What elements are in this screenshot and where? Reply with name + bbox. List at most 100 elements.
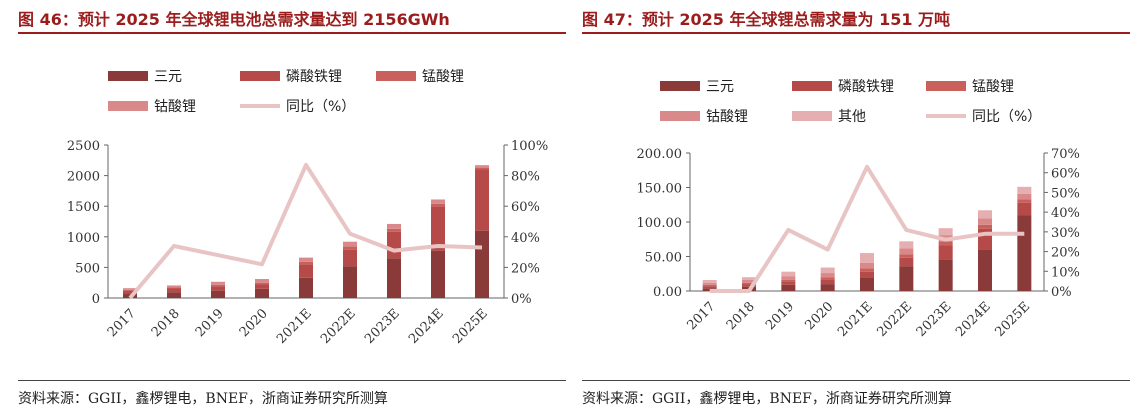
- right-legend-ternary-label: 三元: [706, 79, 734, 95]
- right-source-rule: [582, 380, 1130, 381]
- right-legend-yoy-label: 同比（%）: [972, 109, 1042, 125]
- right-y-tick-label: 0.00: [653, 285, 682, 300]
- left-x-tick-label: 2022E: [318, 306, 359, 347]
- right-y2-tick-label: 30%: [1051, 226, 1080, 241]
- right-bar-2022E-s4: [899, 241, 914, 249]
- left-x-tick-label: 2017: [105, 306, 139, 340]
- right-title-rule: [582, 32, 1130, 34]
- left-bar-2025E-s1: [475, 169, 489, 231]
- right-bar-2023E-s4: [938, 228, 953, 236]
- left-y-tick-label: 500: [75, 261, 100, 276]
- left-legend-lmo-label: 锰酸锂: [422, 69, 464, 85]
- right-yoy-line: [709, 164, 1025, 293]
- right-bar-2022E-s0: [899, 266, 914, 291]
- left-y-tick-label: 1000: [67, 231, 100, 246]
- left-legend-ternary: 三元: [108, 66, 182, 86]
- right-bar-2025E-s3: [1017, 193, 1032, 200]
- left-yoy-line: [128, 162, 483, 300]
- right-legend-lfp-swatch: [792, 81, 832, 91]
- right-legend-yoy: 同比（%）: [926, 106, 1041, 126]
- right-y2-tick-label: 50%: [1051, 186, 1080, 201]
- right-y2-tick-label: 70%: [1051, 147, 1080, 162]
- left-legend-ternary-swatch: [108, 71, 148, 81]
- left-x-tick-label: 2020: [237, 306, 271, 340]
- left-legend-lco-label: 钴酸锂: [154, 99, 196, 115]
- left-figure-title: 图 46：预计 2025 年全球锂电池总需求量达到 2156GWh: [18, 10, 450, 29]
- left-source-rule: [18, 380, 566, 381]
- left-x-tick-label: 2025E: [450, 306, 491, 347]
- left-y2-tick-label: 40%: [511, 231, 540, 246]
- right-bar-2017-s0: [702, 288, 717, 291]
- left-bar-2023E-s1: [387, 231, 401, 259]
- right-bar-2025E-s1: [1017, 202, 1032, 216]
- right-bar-2020-s2: [820, 277, 835, 280]
- right-x-tick-label: 2017: [684, 299, 718, 333]
- right-legend-ternary-swatch: [660, 81, 700, 91]
- left-bar-2023E-s3: [387, 223, 401, 229]
- right-legend-lmo-label: 锰酸锂: [972, 79, 1014, 95]
- right-figure-panel: 图 47：预计 2025 年全球锂总需求量为 151 万吨 三元 磷酸铁锂 锰酸…: [582, 0, 1132, 420]
- left-legend-lfp: 磷酸铁锂: [240, 66, 342, 86]
- left-x-tick-label: 2021E: [274, 306, 315, 347]
- left-legend-lmo-swatch: [376, 71, 416, 81]
- left-bar-2025E-s2: [475, 167, 489, 170]
- left-x-tick-label: 2018: [149, 306, 183, 340]
- right-bar-2022E-s3: [899, 248, 914, 255]
- left-bar-2021E-s0: [299, 277, 313, 298]
- left-bar-2025E-s0: [475, 230, 489, 298]
- left-source-note: 资料来源：GGII，鑫椤锂电，BNEF，浙商证券研究所测算: [18, 391, 388, 407]
- left-bar-2023E-s2: [387, 228, 401, 232]
- right-figure-title: 图 47：预计 2025 年全球锂总需求量为 151 万吨: [582, 10, 951, 29]
- left-bar-2020-s3: [255, 279, 269, 283]
- left-y-tick-label: 2500: [67, 139, 100, 154]
- right-bar-2021E-s3: [860, 262, 874, 269]
- left-bar-2025E-s3: [475, 165, 489, 168]
- right-bar-2017-s1: [702, 286, 717, 289]
- left-legend-lco: 钴酸锂: [108, 96, 196, 116]
- right-source-note: 资料来源：GGII，鑫椤锂电，BNEF，浙商证券研究所测算: [582, 391, 952, 407]
- right-bar-2019-s1: [781, 282, 796, 285]
- right-y2-tick-label: 10%: [1051, 265, 1080, 280]
- left-bar-2019-s0: [211, 290, 225, 298]
- right-y-tick-label: 150.00: [637, 182, 683, 197]
- left-legend-lfp-swatch: [240, 71, 280, 81]
- left-bar-2019-s1: [211, 286, 225, 291]
- right-bar-2021E-s0: [860, 277, 874, 291]
- right-bar-2020-s1: [820, 279, 835, 285]
- left-y2-tick-label: 20%: [511, 261, 540, 276]
- left-legend-yoy-label: 同比（%）: [286, 99, 356, 115]
- left-bar-2020-s1: [255, 284, 269, 289]
- left-title-rule: [18, 32, 566, 34]
- right-bar-2023E-s1: [938, 245, 953, 260]
- left-legend-lmo: 锰酸锂: [376, 66, 464, 86]
- right-bar-2018-s1: [742, 284, 756, 287]
- left-y2-tick-label: 60%: [511, 200, 540, 215]
- right-bar-2022E-s2: [899, 254, 914, 258]
- right-x-tick-label: 2020: [802, 299, 836, 333]
- right-legend-other-label: 其他: [838, 109, 866, 125]
- right-legend-lmo-swatch: [926, 81, 966, 91]
- left-bar-2022E-s1: [343, 249, 357, 267]
- right-bar-2022E-s1: [899, 257, 914, 267]
- left-bar-2021E-s3: [299, 257, 313, 262]
- left-x-tick-label: 2023E: [362, 306, 403, 347]
- right-x-tick-label: 2018: [724, 299, 758, 333]
- right-y2-tick-label: 40%: [1051, 206, 1080, 221]
- left-bar-2020-s0: [255, 288, 269, 298]
- right-bar-2024E-s0: [978, 249, 992, 291]
- right-bar-2019-s2: [781, 279, 796, 283]
- right-x-tick-label: 2025E: [992, 299, 1033, 340]
- right-bar-2023E-s2: [938, 241, 953, 246]
- left-legend-lfp-label: 磷酸铁锂: [286, 69, 342, 85]
- left-bar-2018-s1: [167, 288, 181, 293]
- left-y-tick-label: 2000: [67, 170, 100, 185]
- right-bar-2017-s4: [702, 279, 717, 283]
- left-bar-2017-s3: [123, 288, 137, 290]
- left-bar-2019-s2: [211, 284, 225, 287]
- left-legend-lco-swatch: [108, 101, 148, 111]
- left-bar-2024E-s0: [431, 250, 445, 298]
- left-y2-tick-label: 0%: [511, 292, 532, 307]
- right-bar-2025E-s4: [1017, 186, 1032, 194]
- right-x-tick-label: 2021E: [835, 299, 876, 340]
- right-bar-2020-s4: [820, 267, 835, 274]
